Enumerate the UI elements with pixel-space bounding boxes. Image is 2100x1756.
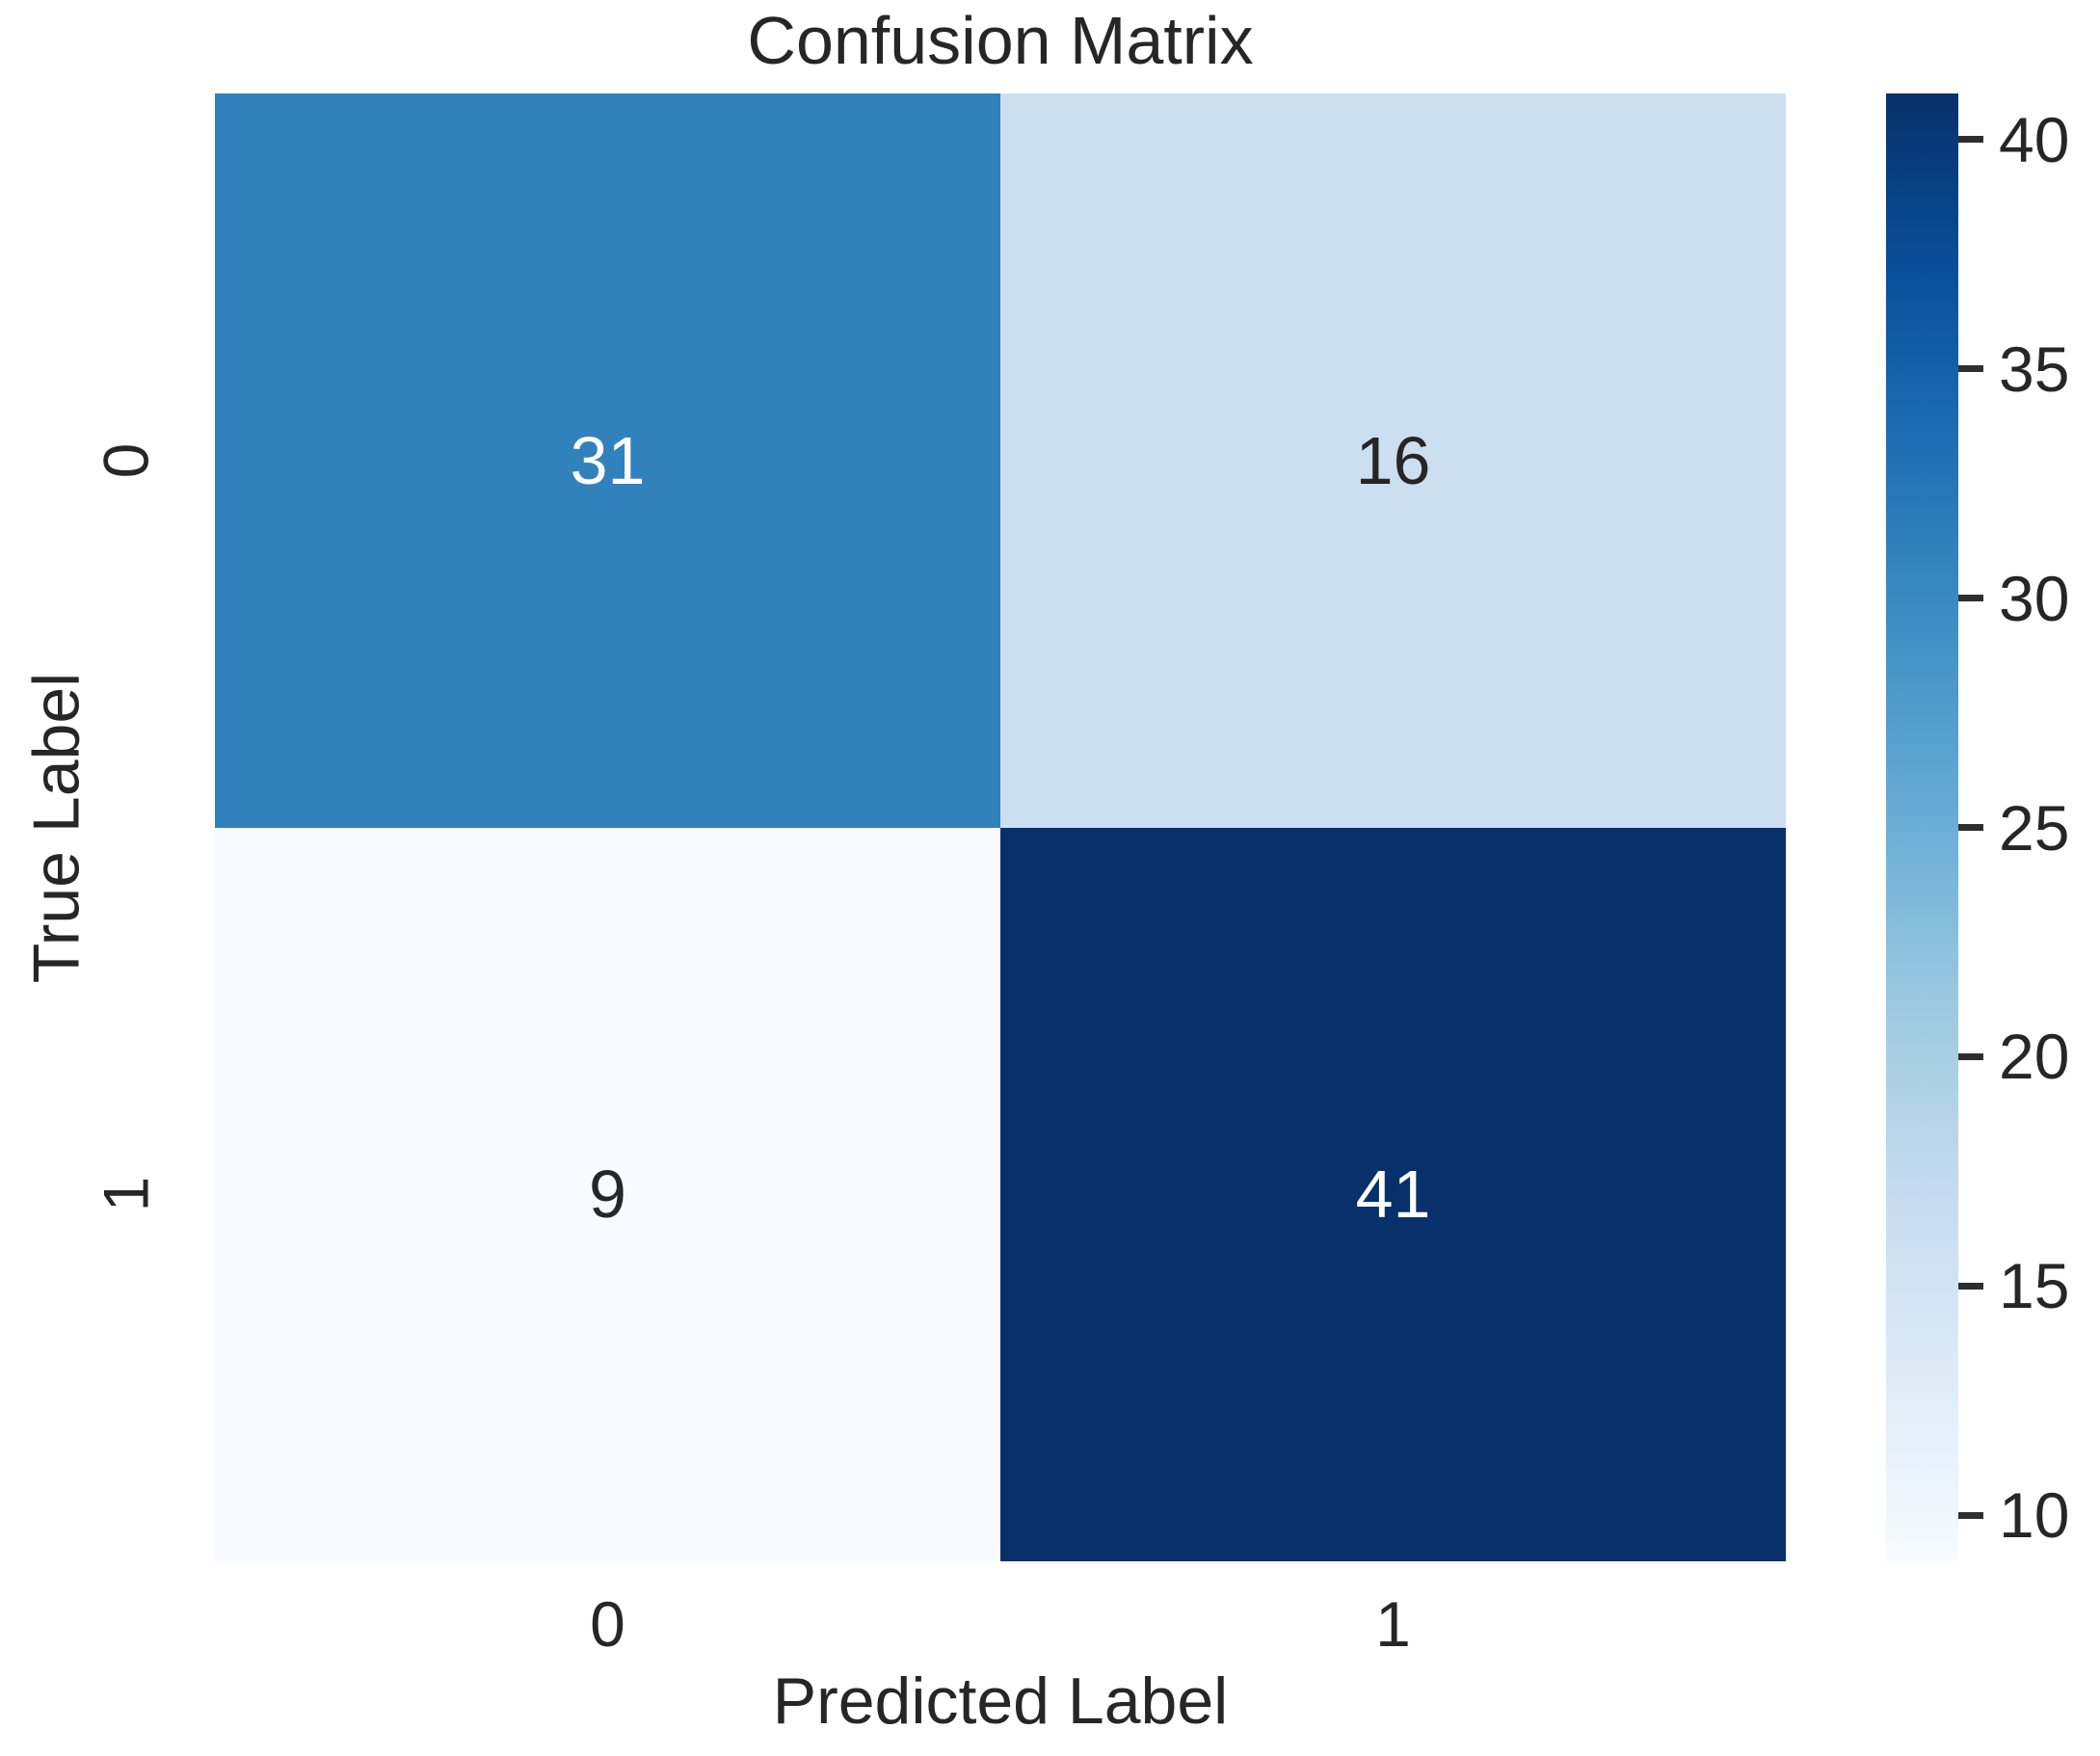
colorbar-tick-mark	[1958, 136, 1983, 144]
colorbar-tick-label: 10	[1999, 1479, 2070, 1552]
chart-title: Confusion Matrix	[747, 3, 1254, 78]
colorbar-tick-mark	[1958, 1052, 1983, 1060]
colorbar-tick-label: 20	[1999, 1021, 2070, 1093]
colorbar-tick: 10	[1958, 1478, 2069, 1552]
colorbar-tick: 40	[1958, 103, 2069, 176]
heatmap-cell-true0-pred0: 31	[215, 93, 1000, 828]
heatmap-cell-true1-pred0: 9	[215, 827, 1000, 1561]
cell-value: 9	[589, 1157, 626, 1233]
y-tick-label: 1	[90, 1176, 161, 1212]
x-axis-label: Predicted Label	[772, 1664, 1229, 1738]
colorbar-tick-label: 40	[1999, 103, 2070, 175]
colorbar-tick-label: 15	[1999, 1250, 2070, 1322]
colorbar-tick-label: 25	[1999, 791, 2070, 864]
colorbar-tick-mark	[1958, 595, 1983, 602]
cell-value: 16	[1355, 422, 1431, 498]
colorbar-tick-mark	[1958, 1511, 1983, 1519]
heatmap-cell-true1-pred1: 41	[1000, 827, 1786, 1561]
y-tick: 1	[89, 828, 162, 1562]
colorbar-tick: 20	[1958, 1020, 2069, 1093]
colorbar-tick: 30	[1958, 562, 2069, 635]
heatmap-cell-true0-pred1: 16	[1000, 93, 1786, 828]
y-tick-label: 0	[90, 442, 161, 479]
colorbar-tick-label: 30	[1999, 562, 2070, 634]
y-axis-label-text: True Label	[19, 672, 93, 983]
colorbar-ticks: 10 15 20 25 30 35 40	[1958, 93, 2100, 1561]
cell-value: 41	[1355, 1157, 1431, 1233]
colorbar-tick-label: 35	[1999, 333, 2070, 405]
colorbar-tick-mark	[1958, 365, 1983, 373]
y-axis-label: True Label	[19, 93, 93, 1561]
colorbar-tick: 35	[1958, 333, 2069, 406]
colorbar-tick-mark	[1958, 1282, 1983, 1290]
colorbar	[1886, 93, 1958, 1561]
colorbar-tick-mark	[1958, 824, 1983, 831]
colorbar-tick: 25	[1958, 791, 2069, 865]
x-tick-label: 1	[1375, 1588, 1411, 1660]
colorbar-tick: 15	[1958, 1249, 2069, 1322]
x-tick-label: 0	[590, 1588, 625, 1660]
cell-value: 31	[570, 422, 646, 498]
y-tick: 0	[89, 93, 162, 828]
heatmap: 31 16 9 41	[215, 93, 1786, 1561]
